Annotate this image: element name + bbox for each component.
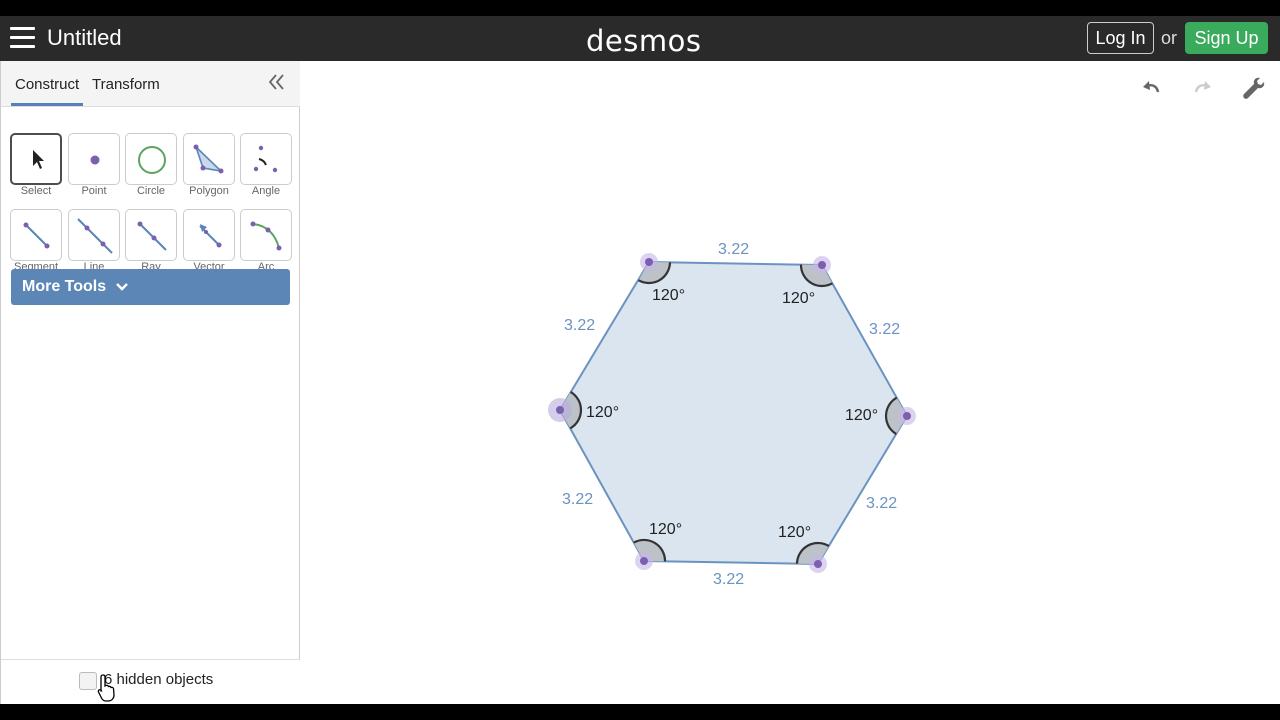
collapse-double-chevron-icon[interactable] [266,72,286,92]
polygon-icon [193,144,224,174]
circle-icon [138,146,166,174]
active-tab-indicator [11,103,83,106]
more-tools-label: More Tools [22,278,107,295]
tool-arc-button[interactable] [240,209,292,261]
document-title[interactable]: Untitled [47,25,122,50]
menu-icon[interactable] [10,27,35,49]
segment-icon [23,222,50,249]
arc-icon [250,221,282,251]
geometry-canvas[interactable] [300,61,1280,704]
tools-sidebar: Construct Transform Select Point [0,61,300,704]
more-tools-button[interactable]: More Tools [11,269,290,305]
tool-label-angle: Angle [251,185,281,197]
tool-angle-button[interactable] [240,133,292,185]
tool-line-button[interactable] [68,209,120,261]
angle-icon [253,145,278,173]
tool-point-button[interactable] [68,133,120,185]
tool-circle-button[interactable] [125,133,177,185]
tool-vector-button[interactable] [183,209,235,261]
wrench-settings-icon[interactable] [1240,75,1266,101]
hidden-objects-checkbox[interactable] [79,672,97,690]
tool-label-select: Select [20,185,52,197]
app-frame: Untitled desmos Log In or Sign Up Constr… [0,16,1280,704]
tool-label-polygon: Polygon [189,185,229,197]
tool-polygon-button[interactable] [183,133,235,185]
redo-icon[interactable] [1190,75,1216,99]
tab-construct[interactable]: Construct [15,76,80,93]
or-text: or [1161,28,1178,48]
tool-segment-button[interactable] [10,209,62,261]
desmos-logo: desmos [586,24,702,58]
undo-icon[interactable] [1138,75,1164,99]
chevron-down-icon [115,282,128,291]
sign-up-button[interactable]: Sign Up [1185,22,1268,54]
point-icon [90,155,100,165]
hand-pointer-cursor-icon [97,674,115,702]
tool-label-circle: Circle [136,185,166,197]
tool-select-button[interactable] [10,133,62,185]
ray-icon [137,221,167,251]
arrow-cursor-icon [33,150,44,169]
hidden-objects-bar: 6 hidden objects [1,659,300,704]
vector-icon [199,224,222,248]
tool-label-point: Point [81,185,107,197]
line-icon [77,218,113,254]
top-bar: Untitled desmos Log In or Sign Up [0,16,1280,61]
log-in-button[interactable]: Log In [1087,22,1154,54]
hidden-objects-label[interactable]: 6 hidden objects [104,671,214,688]
tool-tabs: Construct Transform [1,61,300,107]
tool-ray-button[interactable] [125,209,177,261]
tab-transform[interactable]: Transform [92,76,160,93]
